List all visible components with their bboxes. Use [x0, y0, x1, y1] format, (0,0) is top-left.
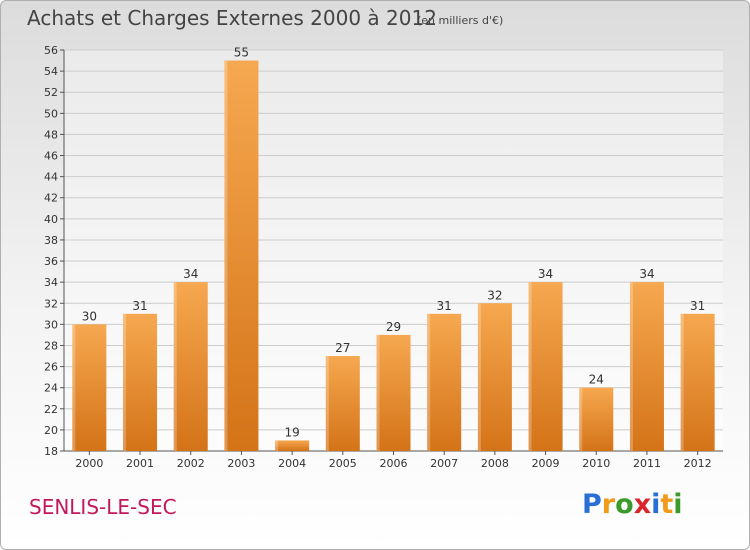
bar-value-label: 27: [335, 341, 350, 355]
bar-highlight: [528, 282, 532, 451]
y-tick-label: 36: [44, 255, 58, 268]
bar-value-label: 32: [487, 288, 502, 302]
bar-value-label: 30: [82, 309, 97, 323]
chart-unit: (en milliers d'€): [417, 14, 504, 27]
logo-letter: o: [615, 489, 634, 520]
x-tick-label: 2008: [481, 457, 509, 470]
logo-letter: x: [633, 489, 652, 520]
bar: [376, 334, 411, 451]
bar: [275, 440, 310, 451]
y-tick-label: 30: [44, 318, 58, 331]
y-tick-label: 20: [44, 424, 58, 437]
x-tick-label: 2001: [126, 457, 154, 470]
x-tick-label: 2004: [278, 457, 306, 470]
y-tick-label: 26: [44, 361, 58, 374]
y-tick-label: 40: [44, 213, 58, 226]
y-tick-label: 52: [44, 86, 58, 99]
y-tick-label: 38: [44, 234, 58, 247]
bar: [528, 282, 563, 451]
bar-highlight: [72, 324, 76, 451]
x-tick-label: 2006: [380, 457, 408, 470]
bar-value-label: 31: [437, 299, 452, 313]
y-tick-label: 48: [44, 128, 58, 141]
y-tick-label: 50: [44, 107, 58, 120]
bar-value-label: 29: [386, 320, 401, 334]
y-tick-label: 56: [44, 44, 58, 57]
bar: [72, 324, 107, 451]
y-tick-label: 44: [44, 171, 58, 184]
x-tick-label: 2000: [75, 457, 103, 470]
logo-letter: t: [660, 489, 674, 520]
logo-letter: i: [651, 489, 661, 520]
y-tick-label: 22: [44, 403, 58, 416]
logo-letter: P: [582, 489, 602, 520]
bar-highlight: [680, 313, 684, 451]
logo-letter: r: [601, 489, 616, 520]
y-tick-label: 34: [44, 276, 58, 289]
x-tick-label: 2003: [227, 457, 255, 470]
bar-value-label: 19: [284, 425, 299, 439]
bar-value-label: 34: [639, 267, 654, 281]
bar-value-label: 24: [589, 373, 604, 387]
y-tick-label: 42: [44, 192, 58, 205]
x-tick-label: 2009: [532, 457, 560, 470]
y-tick-label: 18: [44, 445, 58, 458]
bar-highlight: [123, 313, 127, 451]
bar-value-label: 34: [183, 267, 198, 281]
bar: [477, 303, 512, 451]
y-tick-label: 28: [44, 339, 58, 352]
bar: [123, 313, 158, 451]
y-tick-label: 24: [44, 382, 58, 395]
bar-highlight: [224, 60, 228, 451]
x-tick-label: 2012: [684, 457, 712, 470]
bar-highlight: [579, 387, 583, 451]
logo-letter: i: [673, 489, 683, 520]
bar-value-label: 31: [690, 299, 705, 313]
bar-highlight: [629, 282, 633, 451]
bar: [427, 313, 462, 451]
commune-name: SENLIS-LE-SEC: [29, 495, 177, 519]
bar-highlight: [376, 334, 380, 451]
chart-title: Achats et Charges Externes 2000 à 2012: [27, 6, 437, 30]
bar: [680, 313, 715, 451]
bar: [579, 387, 614, 451]
x-tick-label: 2010: [582, 457, 610, 470]
bar-highlight: [173, 282, 177, 451]
bar: [325, 356, 360, 451]
bar-highlight: [427, 313, 431, 451]
bar-value-label: 34: [538, 267, 553, 281]
bar-highlight: [275, 440, 279, 451]
bar-highlight: [325, 356, 329, 451]
y-tick-label: 46: [44, 150, 58, 163]
x-tick-label: 2011: [633, 457, 661, 470]
bar-value-label: 55: [234, 46, 249, 60]
bar: [173, 282, 208, 451]
y-tick-label: 54: [44, 65, 58, 78]
bar: [224, 60, 259, 451]
bar-value-label: 31: [132, 299, 147, 313]
x-tick-label: 2007: [430, 457, 458, 470]
bar: [629, 282, 664, 451]
y-tick-label: 32: [44, 297, 58, 310]
x-tick-label: 2005: [329, 457, 357, 470]
x-tick-label: 2002: [177, 457, 205, 470]
proxiti-logo: Proxiti: [582, 489, 683, 520]
bar-highlight: [477, 303, 481, 451]
